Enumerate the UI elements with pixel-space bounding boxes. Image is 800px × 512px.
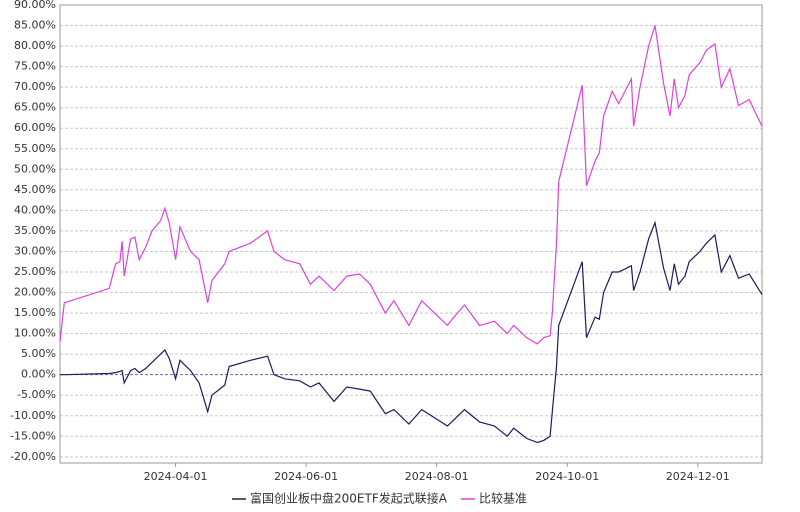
legend-label: 比较基准 — [479, 491, 527, 506]
y-tick-label: 15.00% — [14, 306, 56, 319]
y-tick-label: 70.00% — [14, 80, 56, 93]
y-tick-label: 50.00% — [14, 162, 56, 175]
x-tick-label: 2024-12-01 — [666, 470, 730, 483]
y-tick-label: 55.00% — [14, 142, 56, 155]
legend-label: 富国创业板中盘200ETF发起式联接A — [250, 491, 448, 506]
series-line — [60, 220, 763, 444]
plot-border — [59, 4, 763, 464]
y-tick-label: 20.00% — [14, 286, 56, 299]
y-tick-label: 65.00% — [14, 101, 56, 114]
y-tick-label: -20.00% — [10, 450, 56, 463]
y-tick-label: 35.00% — [14, 224, 56, 237]
y-tick-label: 60.00% — [14, 121, 56, 134]
y-tick-label: 0.00% — [21, 368, 56, 381]
y-tick-label: -15.00% — [10, 429, 56, 442]
y-tick-label: 85.00% — [14, 19, 56, 32]
y-tick-label: 75.00% — [14, 60, 56, 73]
y-tick-label: 40.00% — [14, 203, 56, 216]
y-tick-label: 10.00% — [14, 327, 56, 340]
y-tick-label: 5.00% — [21, 347, 56, 360]
x-tick-label: 2024-04-01 — [144, 470, 208, 483]
y-tick-label: 30.00% — [14, 244, 56, 257]
x-tick-label: 2024-08-01 — [405, 470, 469, 483]
y-tick-label: -5.00% — [17, 388, 56, 401]
y-tick-label: 80.00% — [14, 39, 56, 52]
x-tick-label: 2024-10-01 — [535, 470, 599, 483]
y-tick-label: 90.00% — [14, 0, 56, 11]
series-line — [59, 25, 763, 345]
y-tick-label: -10.00% — [10, 409, 56, 422]
y-tick-label: 25.00% — [14, 265, 56, 278]
x-tick-label: 2024-06-01 — [274, 470, 338, 483]
y-tick-label: 45.00% — [14, 183, 56, 196]
